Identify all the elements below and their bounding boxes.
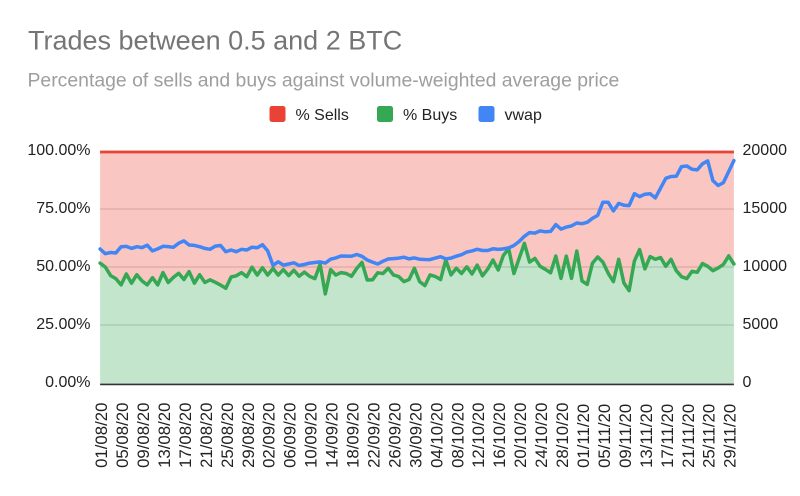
svg-text:17/08/20: 17/08/20	[176, 403, 195, 468]
svg-text:17/11/20: 17/11/20	[658, 404, 677, 468]
svg-text:75.00%: 75.00%	[36, 200, 90, 217]
svg-text:% Sells: % Sells	[296, 107, 349, 124]
svg-text:20000: 20000	[743, 142, 788, 159]
svg-text:Trades between 0.5 and 2 BTC: Trades between 0.5 and 2 BTC	[28, 26, 402, 56]
svg-text:05/08/20: 05/08/20	[113, 403, 132, 468]
svg-text:15000: 15000	[743, 200, 788, 217]
svg-text:25/11/20: 25/11/20	[700, 404, 719, 468]
svg-text:5000: 5000	[743, 316, 779, 333]
svg-text:vwap: vwap	[505, 107, 542, 124]
svg-text:09/11/20: 09/11/20	[616, 404, 635, 468]
svg-text:25.00%: 25.00%	[36, 316, 90, 333]
svg-text:0: 0	[743, 374, 752, 391]
svg-text:28/10/20: 28/10/20	[553, 403, 572, 468]
svg-text:24/10/20: 24/10/20	[532, 403, 551, 468]
svg-text:18/09/20: 18/09/20	[344, 403, 363, 468]
svg-text:Percentage of sells and buys a: Percentage of sells and buys against vol…	[28, 69, 620, 91]
svg-text:22/09/20: 22/09/20	[365, 403, 384, 468]
svg-text:06/09/20: 06/09/20	[281, 403, 300, 468]
svg-text:08/10/20: 08/10/20	[448, 403, 467, 468]
svg-text:20/10/20: 20/10/20	[511, 403, 530, 468]
svg-text:01/11/20: 01/11/20	[574, 404, 593, 468]
svg-text:29/08/20: 29/08/20	[239, 403, 258, 468]
svg-text:13/11/20: 13/11/20	[637, 404, 656, 468]
svg-text:10000: 10000	[743, 258, 788, 275]
svg-text:12/10/20: 12/10/20	[469, 403, 488, 468]
svg-text:01/08/20: 01/08/20	[92, 403, 111, 468]
svg-text:25/08/20: 25/08/20	[218, 403, 237, 468]
svg-text:30/09/20: 30/09/20	[406, 403, 425, 468]
svg-text:% Buys: % Buys	[403, 107, 457, 124]
svg-text:50.00%: 50.00%	[36, 258, 90, 275]
svg-text:26/09/20: 26/09/20	[385, 403, 404, 468]
svg-text:21/08/20: 21/08/20	[197, 403, 216, 468]
svg-text:02/09/20: 02/09/20	[260, 403, 279, 468]
svg-text:0.00%: 0.00%	[45, 374, 90, 391]
svg-text:14/09/20: 14/09/20	[323, 403, 342, 468]
svg-text:04/10/20: 04/10/20	[427, 403, 446, 468]
svg-text:21/11/20: 21/11/20	[679, 404, 698, 468]
svg-text:09/08/20: 09/08/20	[134, 403, 153, 468]
svg-text:100.00%: 100.00%	[27, 142, 90, 159]
svg-text:13/08/20: 13/08/20	[155, 403, 174, 468]
svg-text:10/09/20: 10/09/20	[302, 403, 321, 468]
svg-text:05/11/20: 05/11/20	[595, 404, 614, 468]
svg-text:16/10/20: 16/10/20	[490, 403, 509, 468]
svg-text:29/11/20: 29/11/20	[721, 404, 740, 468]
